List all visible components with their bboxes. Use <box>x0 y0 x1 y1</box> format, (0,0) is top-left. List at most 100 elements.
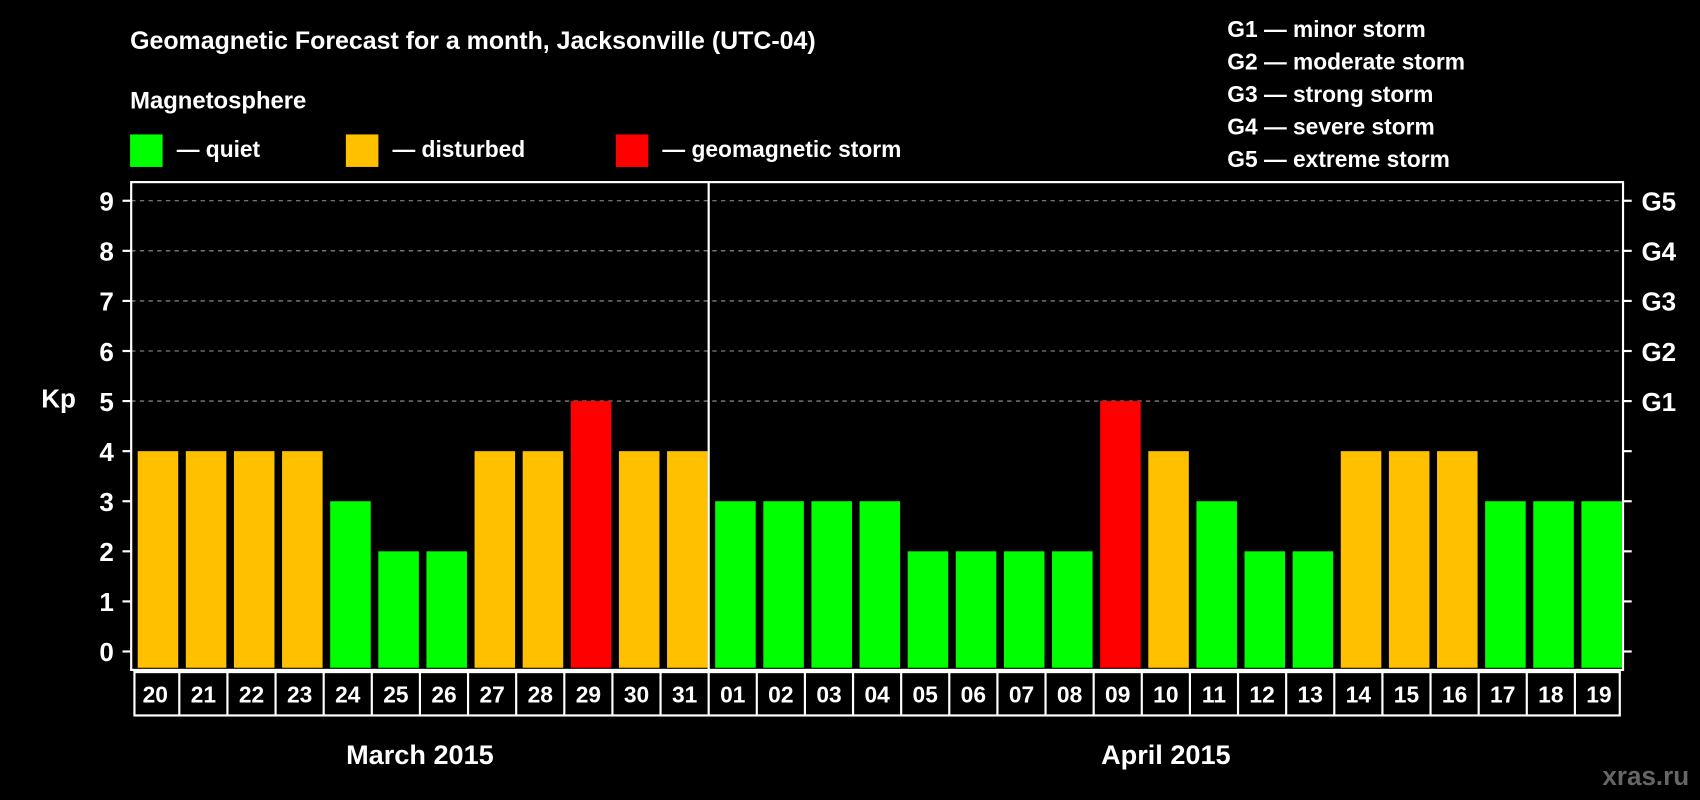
bar <box>1292 551 1334 668</box>
day-label: 22 <box>239 681 264 707</box>
bars <box>137 401 1622 668</box>
y-tick-label: 9 <box>99 187 113 217</box>
day-label: 17 <box>1490 681 1515 707</box>
day-label: 18 <box>1538 681 1563 707</box>
bar <box>137 451 179 668</box>
bar <box>811 501 852 668</box>
bar <box>618 451 660 668</box>
legend-label: — geomagnetic storm <box>662 136 901 162</box>
y-axis-label: Kp <box>41 384 76 414</box>
bar <box>1100 401 1141 668</box>
day-label: 10 <box>1153 681 1178 707</box>
legend: — quiet — disturbed — geomagnetic storm <box>130 134 901 167</box>
bar <box>715 501 756 668</box>
bar <box>1388 451 1430 668</box>
bar <box>570 401 612 668</box>
month-label: March 2015 <box>346 739 494 770</box>
legend-title: Magnetosphere <box>130 87 306 114</box>
day-row <box>133 671 1621 717</box>
bar <box>474 451 516 668</box>
day-label: 27 <box>479 681 504 707</box>
day-label: 16 <box>1442 681 1467 707</box>
y-tick-label: 3 <box>99 487 113 517</box>
day-label: 15 <box>1394 681 1420 707</box>
bar <box>1533 501 1574 668</box>
day-label: 25 <box>383 681 409 707</box>
bar <box>378 551 419 668</box>
y-tick-label: 5 <box>99 387 113 417</box>
bar <box>233 451 275 668</box>
storm-scale-item: G1 — minor storm <box>1227 16 1425 42</box>
bar <box>955 551 997 668</box>
y-tick-label: 0 <box>99 637 113 667</box>
watermark: xras.ru <box>1602 761 1689 791</box>
bar <box>185 451 227 668</box>
storm-scale-item: G5 — extreme storm <box>1227 146 1450 172</box>
axes: March 2015 April 2015 20 21 22 23 24 25 26 27 28 29… <box>130 181 1625 770</box>
day-label: 04 <box>864 681 890 707</box>
day-label: 20 <box>143 681 168 707</box>
day-label: 28 <box>528 681 553 707</box>
bar <box>907 551 949 668</box>
chart-title: Geomagnetic Forecast for a month, Jackso… <box>130 27 816 55</box>
right-tick-label: G2 <box>1641 337 1676 367</box>
bar <box>1052 551 1093 668</box>
day-label: 05 <box>913 681 939 707</box>
right-tick-label: G4 <box>1641 237 1676 267</box>
day-label: 12 <box>1249 681 1274 707</box>
day-label: 21 <box>191 681 217 707</box>
right-tick-label: G1 <box>1641 387 1676 417</box>
bar <box>1581 501 1622 668</box>
legend-swatch <box>615 134 649 167</box>
storm-scale-legend: G1 — minor storm G2 — moderate storm G3 — … <box>1227 16 1465 172</box>
bar <box>426 551 467 668</box>
day-label: 08 <box>1057 681 1082 707</box>
plot-frame <box>130 181 1625 672</box>
day-label: 31 <box>672 681 698 707</box>
y-tick-label: 8 <box>99 237 113 267</box>
day-label: 11 <box>1202 681 1226 707</box>
bar <box>859 501 901 668</box>
y-tick-label: 1 <box>99 587 113 617</box>
bar <box>667 451 708 668</box>
legend-swatch <box>345 134 379 167</box>
day-label: 01 <box>720 681 746 707</box>
bar <box>1148 451 1189 668</box>
y-tick-label: 4 <box>99 437 114 467</box>
bar <box>1003 551 1045 668</box>
bar <box>1244 551 1286 668</box>
day-label: 09 <box>1105 681 1130 707</box>
legend-swatch <box>130 134 163 167</box>
day-label: 30 <box>624 681 649 707</box>
y-tick-label: 2 <box>99 537 113 567</box>
y-tick-label: 7 <box>99 287 113 317</box>
right-tick-label: G5 <box>1641 187 1676 217</box>
legend-label: — disturbed <box>392 136 525 162</box>
storm-scale-item: G2 — moderate storm <box>1227 48 1465 74</box>
day-label: 02 <box>768 681 793 707</box>
storm-scale-item: G4 — severe storm <box>1227 113 1434 139</box>
day-label: 13 <box>1298 681 1323 707</box>
grid: 0 1 2 3 4 5 6 7 8 9 G1 G2 G3 G4 G5 <box>99 187 1676 668</box>
day-label: 07 <box>1009 681 1034 707</box>
bar <box>1196 501 1237 668</box>
bar <box>282 451 323 668</box>
day-label: 03 <box>816 681 841 707</box>
bar <box>1485 501 1526 668</box>
bar <box>522 451 564 668</box>
y-tick-label: 6 <box>99 337 113 367</box>
month-label: April 2015 <box>1101 739 1231 770</box>
legend-label: — quiet <box>177 136 261 162</box>
bar <box>1340 451 1382 668</box>
day-label: 23 <box>287 681 312 707</box>
day-label: 19 <box>1586 681 1611 707</box>
right-tick-label: G3 <box>1641 287 1676 317</box>
day-label: 24 <box>335 681 361 707</box>
bar <box>330 501 371 668</box>
bar <box>1437 451 1478 668</box>
day-label: 14 <box>1346 681 1372 707</box>
day-label: 26 <box>431 681 456 707</box>
storm-scale-item: G3 — strong storm <box>1227 81 1433 107</box>
day-label: 06 <box>961 681 986 707</box>
